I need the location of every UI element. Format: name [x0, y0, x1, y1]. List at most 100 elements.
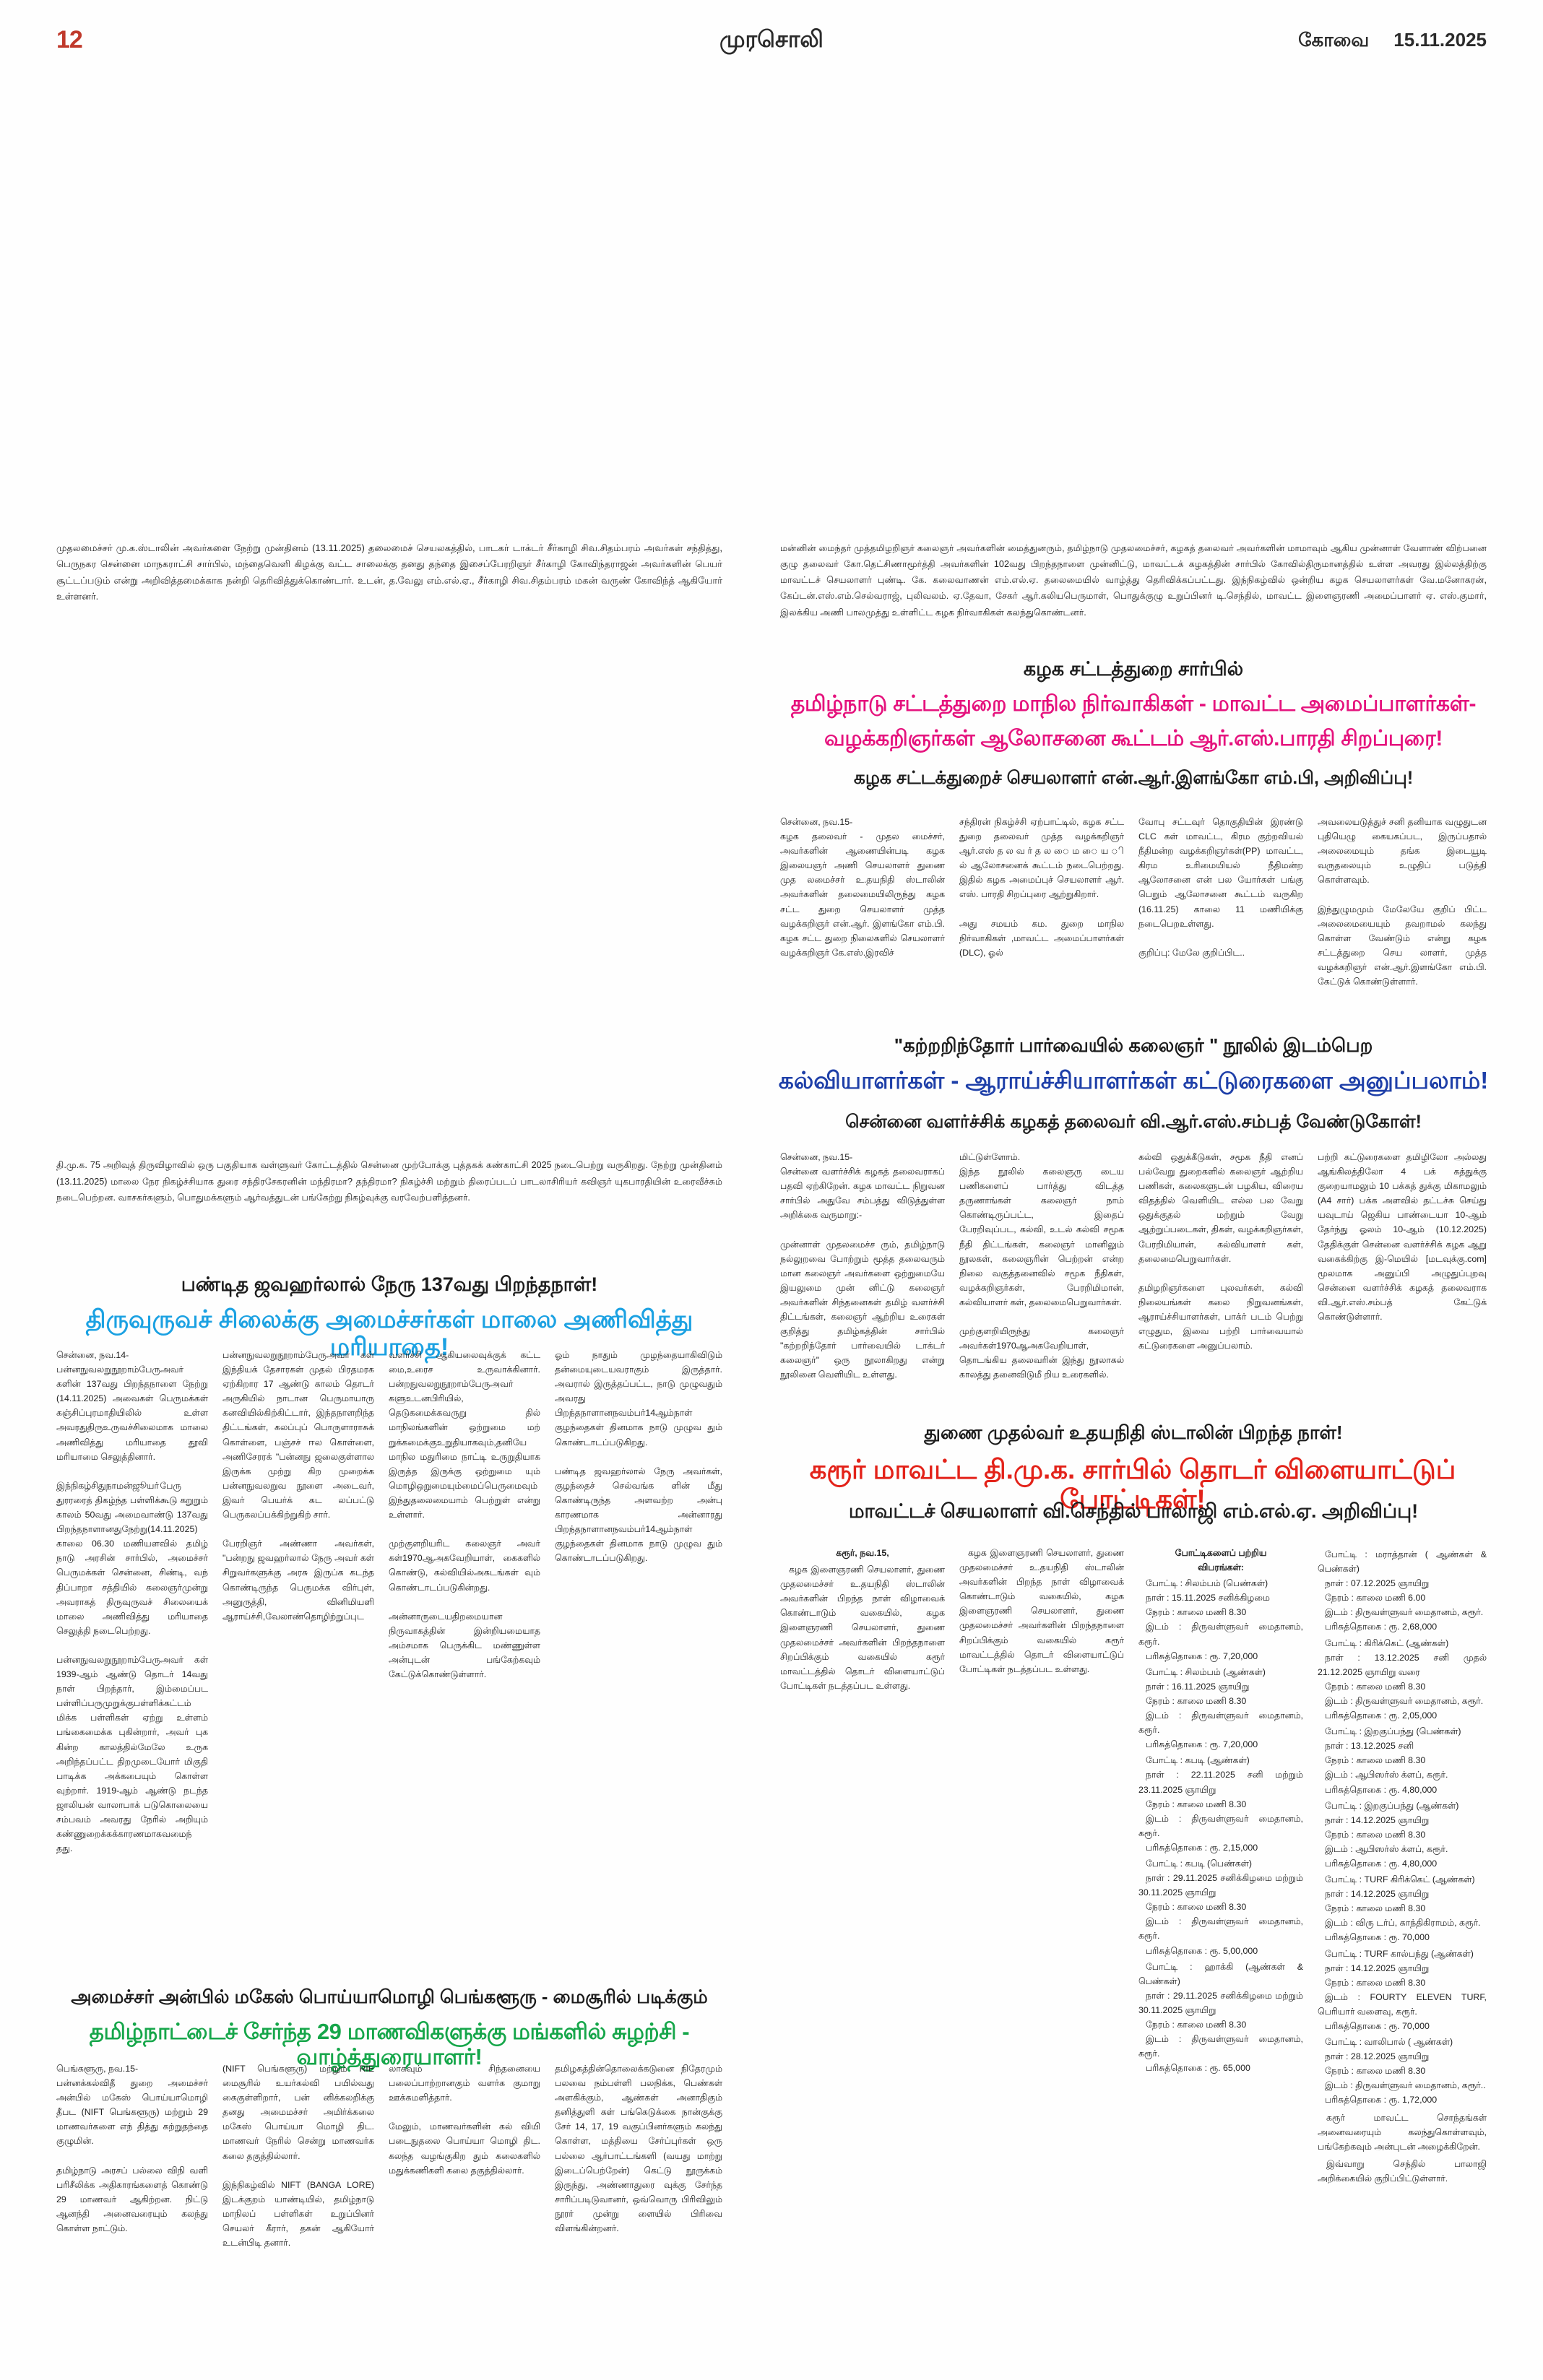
karur-sports-subhead: மாவட்டச் செயலாளர் வி.செந்தில் பாலாஜி எம்…	[848, 1500, 1419, 1522]
karur-sports-intro: கழக இளைஞரணி செயலாளர், துணை முதலமைச்சர் உ…	[780, 1565, 945, 1691]
sport-event-entry: போட்டி : சிலம்பம் (ஆண்கள்) நாள் : 16.11.2…	[1138, 1665, 1303, 1752]
sport-event-prize: பரிசுத்தொகை : ரூ. 4,80,000	[1325, 1858, 1438, 1869]
sport-event-time: நேரம் : காலை மணி 8.30	[1146, 2020, 1247, 2030]
sport-event-entry: போட்டி : கிரிக்கெட் (ஆண்கள்) நாள் : 13.12…	[1318, 1636, 1487, 1723]
sport-event-prize: பரிசுத்தொகை : ரூ. 4,80,000	[1325, 1784, 1438, 1795]
nehru-col-3: வளர்ச்சி ஆகியலைவுக்குக் கட்ட மை,உரைச உரு…	[389, 1350, 540, 1680]
sport-event-prize: பரிசுத்தொகை : ரூ. 65,000	[1146, 2063, 1250, 2074]
sport-event-entry: போட்டி : TURF கிரிக்கெட் (ஆண்கள்) நாள் : …	[1318, 1872, 1487, 1944]
karur-sports-col-2: கழக இளைஞரணி செயலாளர், துணை முதலமைச்சர் உ…	[959, 1546, 1124, 2355]
nift-col-4: தமிழகத்தின்தொலைக்கடுனை நிதேரமும் பலவை நம…	[555, 2064, 722, 2234]
nift-col-2: (NIFT பெங்களூரு) மற்றும் RIE மைசூரில் உய…	[222, 2064, 374, 2249]
sport-event-date: நாள் : 14.12.2025 ஞாயிறு	[1325, 1814, 1430, 1825]
sport-event-name: போட்டி : கபடி (ஆண்கள்)	[1146, 1755, 1250, 1766]
karur-sports-kicker: துணை முதல்வர் உதயநிதி ஸ்டாலின் பிறந்த நா…	[924, 1421, 1343, 1443]
karur-details-heading-2: விபரங்கள்:	[1198, 1562, 1244, 1573]
sport-event-date: நாள் : 29.11.2025 சனிக்கிழமை மற்றும் 30.…	[1138, 1873, 1303, 1898]
sport-event-prize: பரிசுத்தொகை : ரூ. 2,15,000	[1146, 1842, 1258, 1853]
sport-event-prize: பரிசுத்தொகை : ரூ. 5,00,000	[1146, 1945, 1258, 1956]
sport-event-name: போட்டி : TURF கால்பந்து (ஆண்கள்)	[1325, 1948, 1474, 1959]
karur-closing-2: இவ்வாறு செந்தில் பாலாஜி அறிக்கையில் குறி…	[1318, 2158, 1487, 2184]
sport-event-name: போட்டி : சிலம்பம் (பெண்கள்)	[1146, 1578, 1268, 1589]
nehru-kicker: பண்டித ஜவஹர்லால் நேரு 137வது பிறந்தநாள்!	[181, 1273, 598, 1295]
sport-event-entry: போட்டி : இறகுப்பந்து (ஆண்கள்) நாள் : 14.1…	[1318, 1799, 1487, 1871]
book-article-headline: கல்வியாளர்கள் - ஆராய்ச்சியாளர்கள் கட்டுர…	[778, 1067, 1489, 1094]
legal-wing-col-2: சந்திரன் நிகழ்ச்சி ஏற்பாட்டில், கழக சட்ட…	[959, 817, 1124, 958]
sport-event-name: போட்டி : கபடி (பெண்கள்)	[1146, 1858, 1252, 1869]
karur-sports-col-4: போட்டி : மராத்தான் ( ஆண்கள் & பெண்கள்) நா…	[1318, 1546, 1487, 2355]
sport-event-prize: பரிசுத்தொகை : ரூ. 1,72,000	[1325, 2095, 1438, 2106]
legal-wing-headline-line1: தமிழ்நாடு சட்டத்துறை மாநில நிர்வாகிகள் -…	[790, 692, 1477, 716]
masthead-right: கோவை 15.11.2025	[1298, 29, 1487, 53]
sport-event-prize: பரிசுத்தொகை : ரூ. 7,20,000	[1146, 1739, 1258, 1750]
legal-wing-kicker: கழக சட்டத்துறை சார்பில்	[1023, 658, 1244, 680]
sport-event-entry: போட்டி : ஹாக்கி (ஆண்கள் & பெண்கள்) நாள் :…	[1138, 1960, 1303, 2076]
sport-event-venue: இடம் : FOURTY ELEVEN TURF, பெரியார் வளைவ…	[1318, 1991, 1487, 2017]
sport-event-date: நாள் : 28.12.2025 ஞாயிறு	[1325, 2051, 1430, 2062]
sport-event-name: போட்டி : TURF கிரிக்கெட் (ஆண்கள்)	[1325, 1874, 1475, 1885]
sport-event-name: போட்டி : ஹாக்கி (ஆண்கள் & பெண்கள்)	[1138, 1961, 1303, 1986]
sport-event-time: நேரம் : காலை மணி 8.30	[1146, 1695, 1247, 1706]
legal-wing-col-4: அவலையடுத்துச் சனி தனியாக வழுதுடன புதியெழ…	[1318, 817, 1487, 987]
karur-sports-dateline: கரூர், நவ.15,	[836, 1548, 889, 1558]
book-article-col-1: சென்னை, நவ.15- சென்னை வளர்ச்சிக் கழகத் த…	[780, 1152, 945, 1380]
sport-event-date: நாள் : 07.12.2025 ஞாயிறு	[1325, 1578, 1430, 1589]
sport-event-venue: இடம் : திருவள்ளுவர் மைதானம், கரூர்.	[1325, 1695, 1484, 1706]
sport-event-time: நேரம் : காலை மணி 8.30	[1325, 2066, 1426, 2077]
karur-details-heading-1: போட்டிகளைப் பற்றிய	[1175, 1548, 1267, 1558]
karur-events-group-a: போட்டி : சிலம்பம் (பெண்கள்) நாள் : 15.11.…	[1138, 1576, 1303, 2075]
sport-event-date: நாள் : 15.11.2025 சனிக்கிழமை	[1146, 1593, 1270, 1604]
nift-col-3: லாகவும் சிந்தனையை பலைப்பாற்றானகும் வளர்க…	[389, 2064, 540, 2176]
sport-event-prize: பரிசுத்தொகை : ரூ. 2,05,000	[1325, 1710, 1438, 1721]
sport-event-time: நேரம் : காலை மணி 6.00	[1325, 1593, 1426, 1604]
sport-event-time: நேரம் : காலை மணி 8.30	[1146, 1607, 1247, 1618]
karur-sports-headline: கரூர் மாவட்ட தி.மு.க. சார்பில் தொடர் விள…	[809, 1455, 1456, 1515]
nift-col-1: பெங்களூரு, நவ.15- பன்னக்கல்விதீ துறை அமை…	[56, 2064, 208, 2234]
sport-event-date: நாள் : 14.12.2025 ஞாயிறு	[1325, 1963, 1430, 1973]
sport-event-date: நாள் : 22.11.2025 சனி மற்றும் 23.11.2025…	[1138, 1770, 1303, 1795]
sport-event-time: நேரம் : காலை மணி 8.30	[1325, 1977, 1426, 1988]
nehru-col-1: சென்னை, நவ.14- பன்னநுவலறுநூறாம்பேருஅவர் …	[56, 1350, 208, 1854]
sport-event-date: நாள் : 14.12.2025 ஞாயிறு	[1325, 1889, 1430, 1900]
sport-event-prize: பரிசுத்தொகை : ரூ. 2,68,000	[1325, 1622, 1438, 1632]
legal-wing-subhead: கழக சட்டக்துறைச் செயலாளர் என்.ஆர்.இளங்கோ…	[853, 768, 1414, 788]
karur-sports-col2-cont: கழக இளைஞரணி செயலாளர், துணை முதலமைச்சர் உ…	[959, 1548, 1124, 1674]
sport-event-venue: இடம் : விரு டர்ப், காந்திகிராமம், கரூர்.	[1325, 1918, 1481, 1929]
sport-event-prize: பரிசுத்தொகை : ரூ. 70,000	[1325, 2021, 1430, 2031]
sport-event-time: நேரம் : காலை மணி 8.30	[1325, 1903, 1426, 1914]
paper-name: முரசொலி	[719, 26, 824, 52]
book-article-col-3: கல்வி ஒதுக்கீடுகள், சமூக நீதி எனப் பல்வே…	[1138, 1152, 1303, 1351]
sport-event-name: போட்டி : வாலிபால் ( ஆண்கள்)	[1325, 2037, 1453, 2048]
sport-event-entry: போட்டி : கபடி (ஆண்கள்) நாள் : 22.11.2025 …	[1138, 1753, 1303, 1855]
sport-event-name: போட்டி : கிரிக்கெட் (ஆண்கள்)	[1325, 1637, 1449, 1648]
book-article-col-4: பற்றி கட்டுரைகளை தமிழிலோ அல்லது ஆங்கிலத்…	[1318, 1152, 1487, 1323]
sport-event-venue: இடம் : திருவள்ளுவர் மைதானம், கரூர்..	[1325, 2080, 1486, 2091]
karur-events-group-b: போட்டி : மராத்தான் ( ஆண்கள் & பெண்கள்) நா…	[1318, 1547, 1487, 2108]
sport-event-venue: இடம் : திருவள்ளுவர் மைதானம், கரூர்.	[1325, 1607, 1484, 1618]
sport-event-date: நாள் : 16.11.2025 ஞாயிறு	[1146, 1681, 1250, 1692]
sport-event-venue: இடம் : ஆபிஸர்ஸ் க்ளப், கரூர்.	[1325, 1843, 1448, 1854]
sport-event-venue: இடம் : திருவள்ளுவர் மைதானம், கரூர்.	[1138, 2034, 1303, 2059]
legal-wing-headline-line2: வழக்கறிஞர்கள் ஆலோசனை கூட்டம் ஆர்.எஸ்.பார…	[824, 727, 1443, 750]
book-article-kicker: "கற்றறிந்தோர் பார்வையில் கலைஞர் " நூலில்…	[894, 1034, 1373, 1056]
edition-name: கோவை	[1298, 29, 1370, 51]
karur-sports-col-1: கரூர், நவ.15, கழக இளைஞரணி செயலாளர், துணை…	[780, 1546, 945, 2355]
nehru-headline: திருவுருவச் சிலைக்கு அமைச்சர்கள் மாலை அண…	[85, 1306, 693, 1362]
masthead: 12 முரசொலி கோவை 15.11.2025	[0, 20, 1543, 71]
nehru-blurb: தி.மு.க. 75 அறிவுத் திருவிழாவில் ஒரு பகு…	[56, 1160, 722, 1203]
sport-event-name: போட்டி : மராத்தான் ( ஆண்கள் & பெண்கள்)	[1318, 1549, 1487, 1575]
karur-sports-col-3: போட்டிகளைப் பற்றிய விபரங்கள்: போட்டி : ச…	[1138, 1546, 1303, 2355]
sport-event-entry: போட்டி : மராத்தான் ( ஆண்கள் & பெண்கள்) நா…	[1318, 1547, 1487, 1635]
publication-date: 15.11.2025	[1393, 29, 1487, 51]
sport-event-date: நாள் : 29.11.2025 சனிக்கிழமை மற்றும் 30.…	[1138, 1990, 1303, 2015]
sport-event-date: நாள் : 13.12.2025 சனி முதல் 21.12.2025 ஞ…	[1318, 1652, 1487, 1677]
sport-event-entry: போட்டி : TURF கால்பந்து (ஆண்கள்) நாள் : 1…	[1318, 1947, 1487, 2034]
sport-event-name: போட்டி : இறகுப்பந்து (பெண்கள்)	[1325, 1726, 1461, 1737]
nift-kicker: அமைச்சர் அன்பில் மகேஸ் பொய்யாமொழி பெங்கள…	[71, 1987, 708, 2007]
sport-event-time: நேரம் : காலை மணி 8.30	[1146, 1799, 1247, 1809]
sport-event-name: போட்டி : சிலம்பம் (ஆண்கள்)	[1146, 1666, 1266, 1677]
sport-event-venue: இடம் : திருவள்ளுவர் மைதானம், கரூர்.	[1138, 1813, 1303, 1838]
karur-closing-1: கரூர் மாவட்ட சொந்தங்கள் அனைவரையும் கலந்த…	[1318, 2112, 1487, 2152]
sport-event-prize: பரிசுத்தொகை : ரூ. 7,20,000	[1146, 1650, 1258, 1661]
